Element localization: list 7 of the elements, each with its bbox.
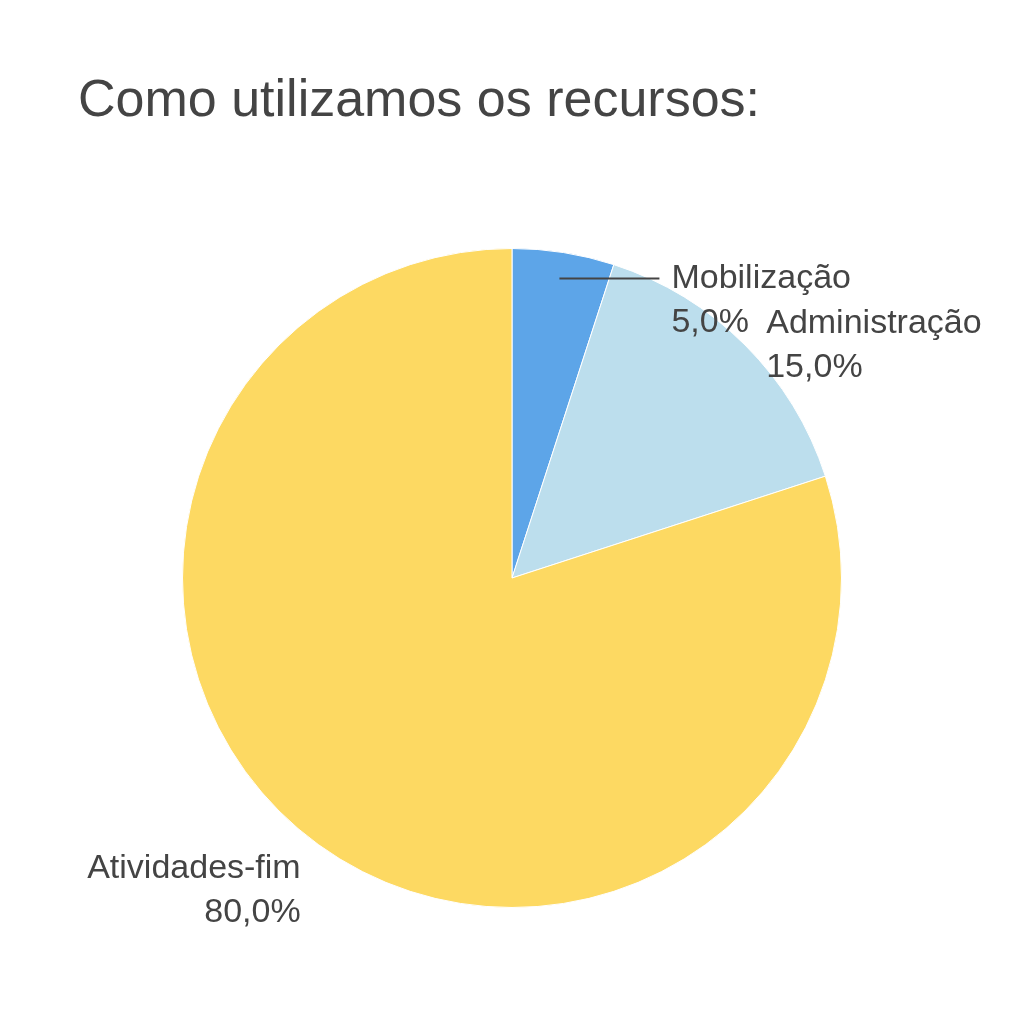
slice-label: Mobilização: [671, 256, 851, 295]
data-label: 15,0%: [766, 346, 863, 385]
slice-label: Atividades-fim: [87, 847, 301, 886]
data-label: 80,0%: [204, 891, 301, 930]
data-label: 5,0%: [671, 300, 749, 339]
chart-title: Como utilizamos os recursos:: [77, 68, 761, 129]
slice-label: Administração: [766, 302, 982, 341]
